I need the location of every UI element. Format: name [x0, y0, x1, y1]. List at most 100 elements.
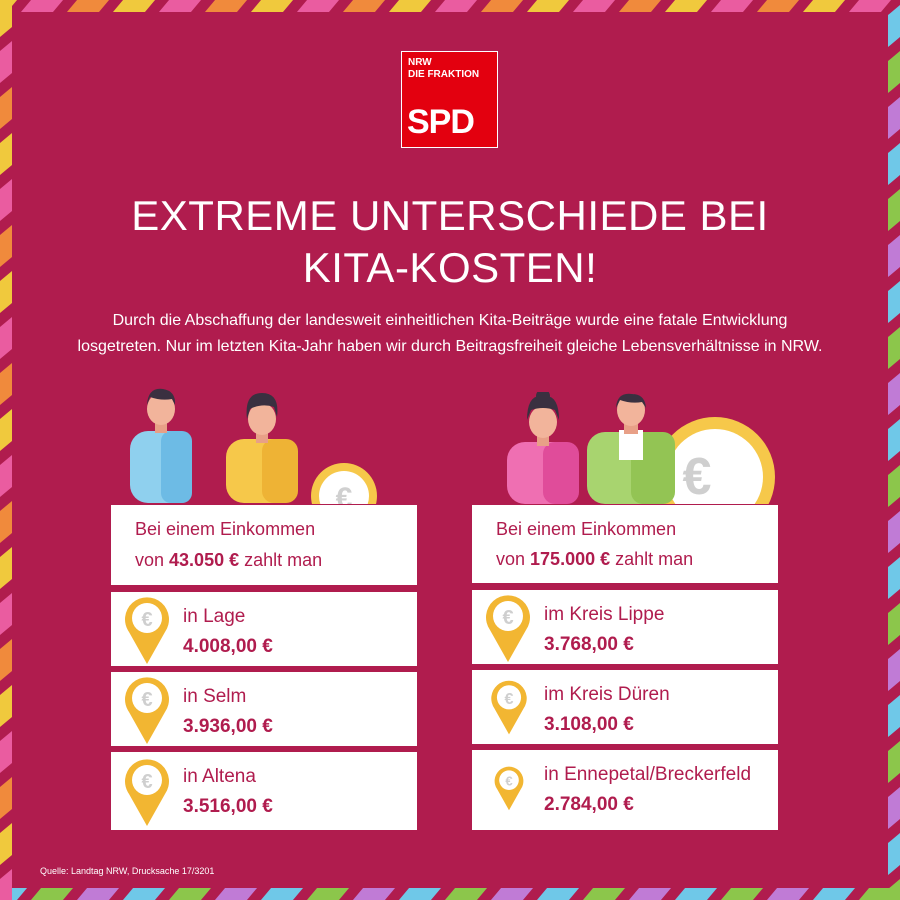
- border-stripe: [888, 740, 900, 784]
- border-stripe: [490, 888, 534, 900]
- page-title: EXTREME UNTERSCHIEDE BEI KITA-KOSTEN!: [60, 190, 840, 294]
- logo-line-nrw: NRW: [408, 57, 432, 68]
- border-stripe: [0, 316, 12, 360]
- border-stripe: [888, 832, 900, 876]
- border-stripe: [888, 556, 900, 600]
- border-stripe: [0, 270, 12, 314]
- svg-text:€: €: [141, 609, 152, 631]
- border-stripe: [480, 0, 524, 12]
- border-stripe: [20, 0, 64, 12]
- border-stripe: [536, 888, 580, 900]
- people-illustration-left: [130, 388, 298, 503]
- euro-pin-icon: €: [125, 597, 169, 664]
- person-icon: [130, 388, 192, 503]
- border-stripe: [720, 888, 764, 900]
- source-note: Quelle: Landtag NRW, Drucksache 17/3201: [40, 866, 215, 876]
- border-stripe: [812, 888, 856, 900]
- place-label: im Kreis Lippe: [544, 604, 665, 625]
- border-stripe: [66, 0, 110, 12]
- cost-amount: 3.516,00 €: [183, 796, 273, 817]
- border-stripe: [888, 510, 900, 554]
- left-income-label: Bei einem Einkommen: [135, 519, 316, 539]
- border-stripe: [888, 418, 900, 462]
- border-stripe: [122, 888, 166, 900]
- euro-pin-icon: €: [491, 680, 527, 735]
- euro-coin-icon: €: [655, 417, 775, 504]
- border-stripe: [158, 0, 202, 12]
- intro-text: Durch die Abschaffung der landesweit ein…: [60, 308, 840, 360]
- svg-text:€: €: [683, 448, 712, 504]
- border-stripe: [0, 40, 12, 84]
- border-stripe: [0, 684, 12, 728]
- border-stripe: [888, 280, 900, 324]
- border-stripe: [306, 888, 350, 900]
- border-stripe: [0, 86, 12, 130]
- border-stripe: [204, 0, 248, 12]
- euro-pin-icon: €: [494, 766, 524, 811]
- svg-text:€: €: [505, 773, 513, 788]
- list-item: € in Altena 3.516,00 €: [111, 752, 417, 830]
- border-stripe: [168, 888, 212, 900]
- border-stripe: [888, 786, 900, 830]
- border-stripe: [30, 888, 74, 900]
- left-income-line: von 43.050 € zahlt man: [135, 550, 323, 570]
- border-stripe: [674, 888, 718, 900]
- euro-pin-icon: €: [486, 595, 530, 662]
- border-stripe: [766, 888, 810, 900]
- person-icon: [507, 392, 579, 504]
- border-stripe: [848, 0, 892, 12]
- right-income-card: Bei einem Einkommen von 175.000 € zahlt …: [472, 505, 778, 583]
- left-income-value: 43.050 €: [169, 550, 240, 570]
- border-stripe: [260, 888, 304, 900]
- border-stripe: [888, 4, 900, 48]
- border-stripe: [398, 888, 442, 900]
- list-item: € im Kreis Lippe 3.768,00 €: [472, 590, 778, 664]
- intro-line-2: losgetreten. Nur im letzten Kita-Jahr ha…: [77, 338, 823, 355]
- euro-coin-icon: €: [311, 463, 377, 504]
- right-income-label: Bei einem Einkommen: [496, 519, 677, 539]
- border-stripe: [0, 592, 12, 636]
- svg-text:€: €: [141, 771, 152, 793]
- people-illustration-right: €: [507, 392, 775, 504]
- cost-amount: 2.784,00 €: [544, 794, 634, 815]
- border-stripe: [388, 0, 432, 12]
- svg-text:€: €: [141, 689, 152, 711]
- border-stripe: [888, 142, 900, 186]
- border-stripe: [0, 730, 12, 774]
- svg-text:€: €: [502, 607, 513, 629]
- left-income-card: Bei einem Einkommen von 43.050 € zahlt m…: [111, 505, 417, 585]
- place-label: in Lage: [183, 606, 246, 627]
- border-stripe: [0, 868, 12, 900]
- border-stripe: [710, 0, 754, 12]
- border-stripe: [0, 822, 12, 866]
- logo-wordmark: SPD: [407, 103, 475, 141]
- border-stripe: [888, 326, 900, 370]
- border-stripe: [802, 0, 846, 12]
- spd-logo: NRW DIE FRAKTION SPD: [401, 51, 498, 148]
- title-line-2: KITA-KOSTEN!: [302, 244, 598, 291]
- intro-line-1: Durch die Abschaffung der landesweit ein…: [112, 312, 788, 329]
- border-stripe: [0, 638, 12, 682]
- place-label: in Ennepetal/Breckerfeld: [544, 764, 752, 785]
- list-item: € in Lage 4.008,00 €: [111, 592, 417, 666]
- border-stripe: [0, 132, 12, 176]
- border-stripe: [526, 0, 570, 12]
- list-item: € in Ennepetal/Breckerfeld 2.784,00 €: [472, 750, 778, 830]
- person-icon: [226, 393, 298, 503]
- border-stripe: [888, 372, 900, 416]
- border-stripe: [0, 408, 12, 452]
- border-stripe: [0, 0, 12, 38]
- border-stripe: [434, 0, 478, 12]
- border-stripe: [888, 464, 900, 508]
- border-stripe: [756, 0, 800, 12]
- cost-amount: 3.936,00 €: [183, 716, 273, 737]
- place-label: im Kreis Düren: [544, 684, 670, 705]
- list-item: € im Kreis Düren 3.108,00 €: [472, 670, 778, 744]
- border-stripe: [888, 602, 900, 646]
- euro-pin-icon: €: [125, 759, 169, 826]
- right-income-line: von 175.000 € zahlt man: [496, 549, 694, 569]
- border-stripe: [888, 878, 900, 900]
- border-stripe: [0, 224, 12, 268]
- logo-line-fraktion: DIE FRAKTION: [408, 69, 480, 80]
